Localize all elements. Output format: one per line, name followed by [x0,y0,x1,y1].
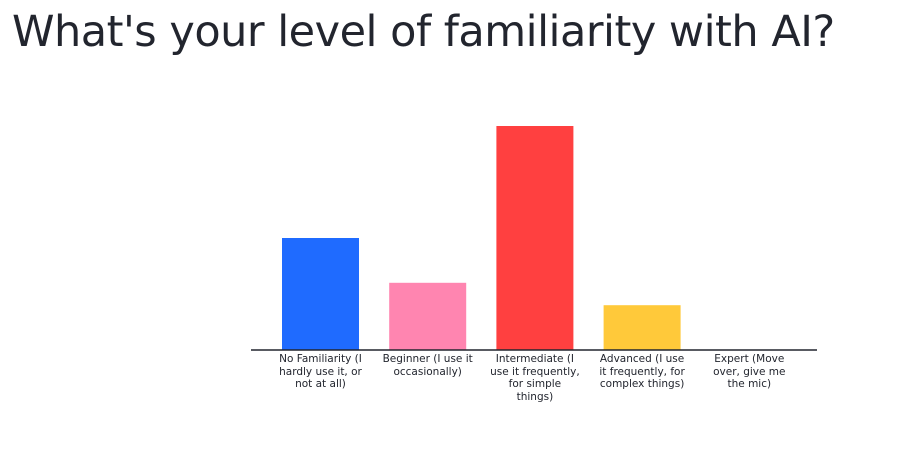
page-title: What's your level of familiarity with AI… [12,7,835,57]
category-label-3: Intermediate (I use it frequently, for s… [490,353,580,403]
category-label-5: Expert (Move over, give me the mic) [713,353,786,390]
bar-3 [496,126,574,350]
bar-2 [389,282,467,350]
category-label-4: Advanced (I use it frequently, for compl… [599,353,685,390]
category-label-2: Beginner (I use it occasionally) [382,353,473,378]
bar-4 [603,305,681,350]
bar-1 [282,238,359,350]
category-label-1: No Familiarity (I hardly use it, or not … [279,353,362,390]
